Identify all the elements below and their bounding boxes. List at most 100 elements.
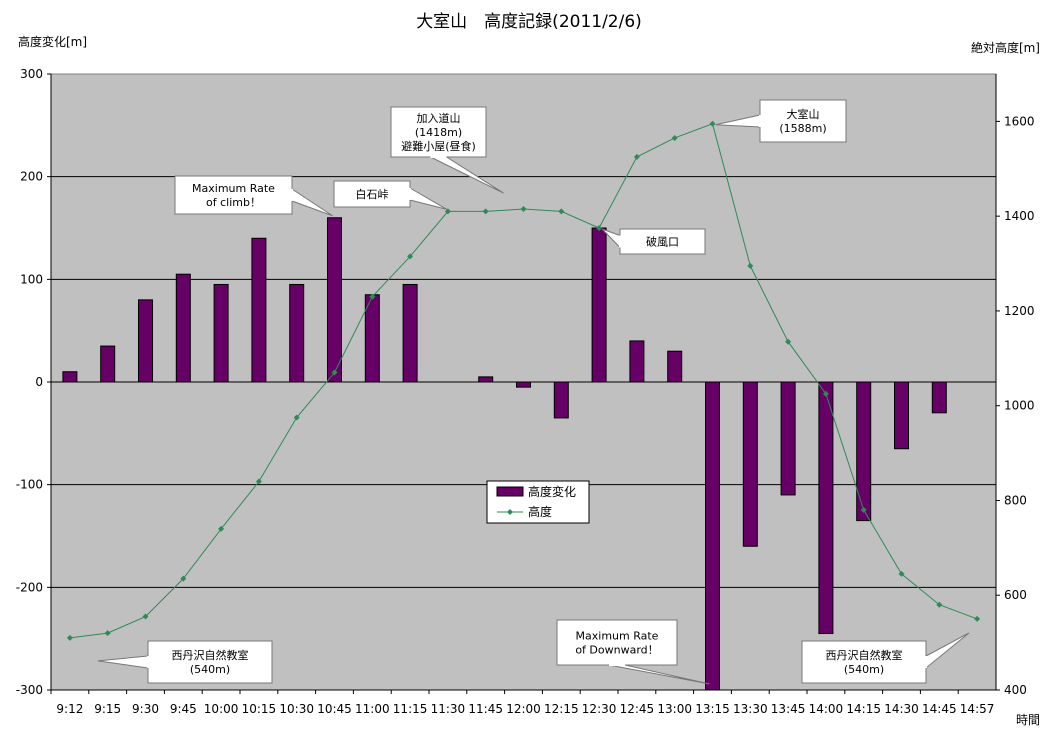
bar [553, 381, 569, 419]
bar [629, 340, 645, 383]
bar [478, 376, 494, 383]
line-point [596, 225, 603, 231]
x-tick-label: 12:30 [582, 702, 617, 716]
x-tick-label: 11:00 [355, 702, 390, 716]
line-point [785, 338, 792, 345]
x-tick-label: 9:12 [56, 702, 83, 716]
bar [856, 381, 872, 522]
x-tick-label: 9:30 [132, 702, 159, 716]
callout: 西丹沢自然教室(540m) [801, 632, 970, 684]
bar [742, 381, 758, 547]
line-point [369, 293, 376, 300]
line-point [709, 120, 716, 127]
x-tick-label: 12:15 [544, 702, 579, 716]
x-tick-label: 9:15 [94, 702, 121, 716]
x-tick-label: 10:45 [317, 702, 352, 716]
x-tick-label: 12:45 [620, 702, 655, 716]
x-tick-label: 13:45 [771, 702, 806, 716]
left-tick-label: -100 [16, 478, 43, 492]
callout: 白石峠 [333, 180, 448, 210]
bar [667, 350, 683, 383]
x-tick-label: 11:45 [468, 702, 503, 716]
callout-box [801, 640, 927, 684]
left-tick-label: -200 [16, 580, 43, 594]
callout-box [174, 175, 293, 215]
line-point [633, 153, 640, 160]
bar [251, 237, 267, 383]
x-tick-label: 10:30 [279, 702, 314, 716]
bar [364, 294, 380, 383]
right-tick-label: 1200 [1004, 304, 1035, 318]
line-point [444, 208, 451, 215]
bar [402, 283, 418, 383]
callout: 大室山(1588m) [715, 99, 847, 143]
callout: 破風口 [601, 228, 706, 255]
callout-label: of Downward！ [575, 644, 658, 657]
bar [327, 217, 342, 383]
bar [100, 345, 116, 383]
callout-box [759, 99, 847, 143]
bar [591, 227, 607, 383]
line-point [180, 575, 187, 582]
callout: 西丹沢自然教室(540m) [97, 640, 273, 684]
x-tick-label: 13:00 [657, 702, 692, 716]
x-tick-label: 10:00 [204, 702, 239, 716]
callout-label: (1418m) [415, 126, 462, 139]
line-point [331, 369, 338, 376]
left-tick-label: 0 [35, 375, 43, 389]
line-point [104, 630, 111, 637]
left-tick-label: 200 [20, 170, 43, 184]
line-point [860, 506, 867, 513]
bar [289, 283, 305, 383]
legend-line-marker [507, 509, 513, 515]
line-point [407, 253, 414, 260]
x-tick-label: 13:30 [733, 702, 768, 716]
line-point [66, 634, 73, 641]
right-tick-label: 1000 [1004, 399, 1035, 413]
line-point [898, 570, 905, 577]
right-tick-label: 400 [1004, 683, 1027, 697]
x-tick-label: 14:30 [884, 702, 919, 716]
x-axis-label: 時間 [1016, 713, 1040, 727]
x-tick-label: 14:45 [922, 702, 957, 716]
left-tick-label: 300 [20, 67, 43, 81]
line-point [293, 414, 300, 421]
bar [213, 283, 229, 383]
right-tick-label: 800 [1004, 493, 1027, 507]
x-tick-label: 14:00 [809, 702, 844, 716]
right-tick-label: 600 [1004, 588, 1027, 602]
callout-label: (1588m) [779, 122, 826, 135]
line-point [974, 615, 981, 622]
callout-label: 避難小屋(昼食) [401, 139, 476, 153]
legend-label: 高度変化 [528, 484, 576, 499]
bar [894, 381, 909, 450]
chart-title: 大室山 高度記録(2011/2/6) [416, 12, 642, 32]
legend-bar-swatch [496, 486, 524, 497]
right-tick-label: 1600 [1004, 114, 1035, 128]
bar [931, 381, 947, 414]
x-tick-label: 14:57 [960, 702, 995, 716]
line-point [822, 390, 829, 397]
right-tick-label: 1400 [1004, 209, 1035, 223]
bar [516, 381, 531, 388]
bar [62, 371, 78, 383]
axes: -300 -200 -100 0 100 200 300 400 600 800 1000 1200 1… [16, 67, 1035, 716]
callout-label: (540m) [190, 663, 230, 676]
line-point [936, 601, 943, 608]
callout-label: 西丹沢自然教室 [826, 648, 903, 662]
line-point [218, 525, 225, 532]
x-tick-label: 11:30 [431, 702, 466, 716]
x-tick-label: 11:15 [393, 702, 428, 716]
line-point [747, 262, 754, 269]
callout-label: of climb！ [206, 196, 261, 209]
x-tick-label: 10:15 [242, 702, 277, 716]
line-point [142, 613, 149, 620]
right-axis-label: 絶対高度[m] [971, 40, 1040, 55]
callout: 加入道山(1418m)避難小屋(昼食) [390, 106, 504, 194]
bar-series [62, 217, 947, 691]
bar [780, 381, 796, 496]
callout-box [390, 106, 487, 158]
